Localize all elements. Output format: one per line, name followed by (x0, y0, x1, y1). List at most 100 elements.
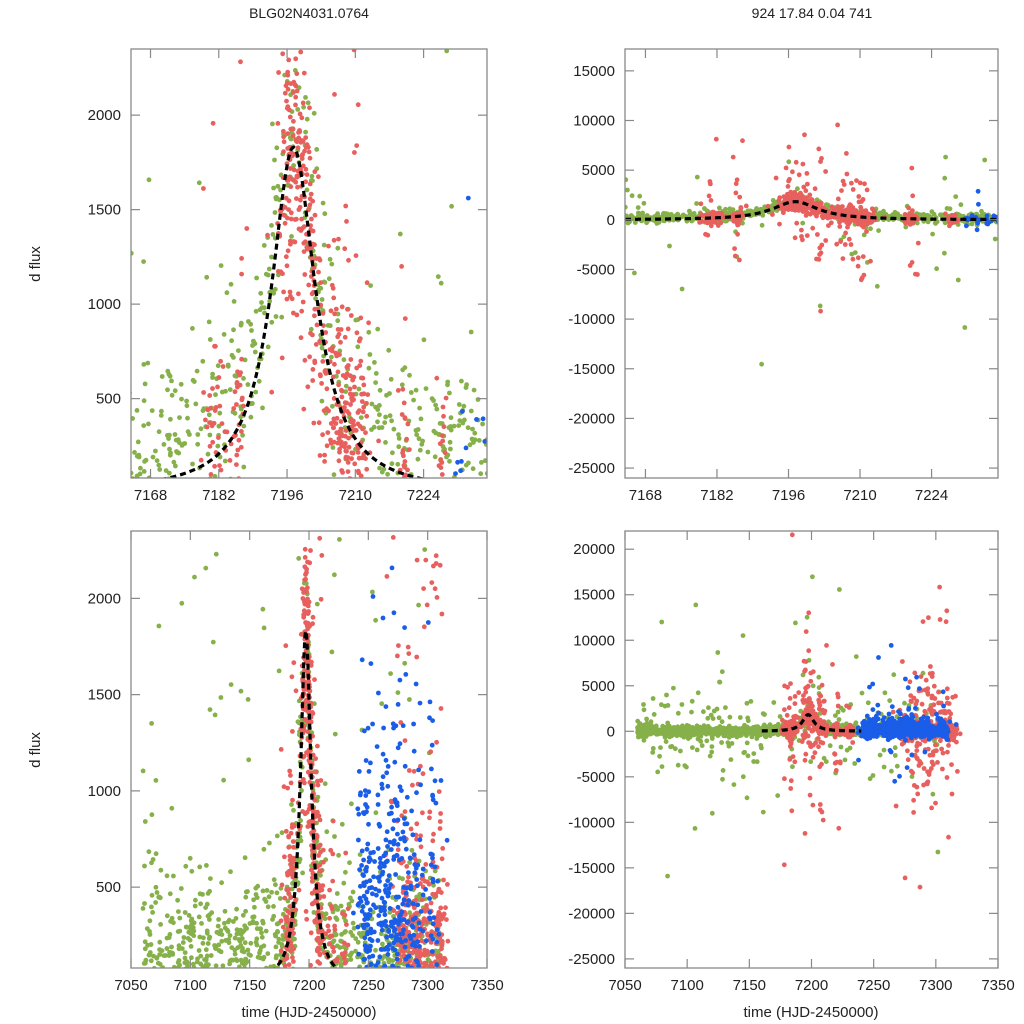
data-point-green (475, 397, 481, 402)
data-point-red (308, 191, 314, 197)
data-point-red (420, 897, 425, 902)
data-point-blue (377, 856, 383, 861)
data-point-blue (430, 797, 436, 803)
data-point-green (434, 406, 440, 412)
data-point-red (307, 105, 312, 111)
panel-bottom-left: 7050 7100 7150 7200 7250 7300 7350500100015002… (88, 530, 504, 994)
data-point-green (707, 753, 713, 759)
data-point-green (305, 100, 311, 106)
data-point-red (358, 315, 364, 321)
data-point-blue (403, 938, 408, 943)
data-point-green (335, 311, 341, 317)
data-point-green (234, 906, 240, 912)
data-point-blue (385, 878, 391, 884)
data-point-green (161, 953, 167, 958)
data-point-green (341, 357, 347, 363)
data-point-red (298, 197, 303, 203)
data-point-red (284, 887, 290, 892)
data-point-red (288, 166, 293, 171)
data-point-green (389, 461, 395, 467)
data-point-red (868, 219, 874, 225)
data-point-green (149, 860, 154, 866)
data-point-green (265, 344, 271, 350)
data-point-green (314, 147, 320, 152)
data-point-red (310, 378, 316, 383)
data-point-red (436, 886, 442, 892)
data-point-green (335, 943, 340, 949)
data-point-red (313, 342, 319, 347)
data-point-red (816, 146, 822, 152)
data-point-blue (397, 784, 403, 790)
data-point-blue (366, 821, 371, 827)
data-point-green (709, 810, 715, 816)
data-point-red (308, 548, 313, 553)
data-point-green (471, 387, 477, 393)
data-point-red (299, 308, 305, 314)
data-point-red (338, 327, 344, 332)
data-point-green (251, 897, 256, 903)
data-point-red (307, 688, 313, 694)
data-point-red (235, 447, 241, 453)
data-point-red (351, 422, 357, 428)
data-point-red (439, 433, 445, 438)
y-tick-label: 2000 (88, 107, 121, 124)
data-point-green (861, 232, 867, 238)
data-point-red (284, 955, 289, 961)
data-point-green (759, 361, 764, 367)
data-point-red (438, 706, 444, 711)
data-point-red (328, 933, 333, 939)
data-point-green (402, 660, 408, 666)
data-point-red (847, 219, 853, 224)
data-point-green (204, 964, 209, 968)
data-point-green (338, 903, 344, 909)
data-point-green (262, 310, 267, 316)
data-point-green (213, 551, 219, 557)
data-point-red (823, 238, 829, 243)
x-tick-label: 7050 (114, 977, 147, 994)
data-point-green (367, 352, 373, 357)
data-point-green (228, 682, 234, 687)
data-point-green (962, 325, 968, 330)
data-point-red (310, 228, 316, 234)
data-point-green (754, 206, 759, 211)
data-point-red (406, 768, 412, 773)
data-point-green (198, 961, 204, 967)
data-point-green (377, 403, 382, 408)
data-point-red (361, 382, 367, 388)
data-point-blue (385, 764, 391, 769)
data-point-green (257, 307, 263, 313)
data-point-red (303, 572, 308, 577)
data-point-green (251, 338, 256, 344)
data-point-red (201, 390, 207, 395)
data-point-blue (380, 869, 386, 875)
data-point-blue (373, 886, 378, 892)
data-point-green (156, 462, 162, 468)
data-point-green (357, 852, 363, 857)
x-tick-label: 7200 (292, 977, 325, 994)
data-point-red (317, 868, 323, 874)
data-point-green (195, 432, 201, 437)
data-point-green (216, 917, 222, 922)
data-point-blue (410, 832, 416, 838)
data-point-red (331, 416, 337, 422)
data-point-red (406, 874, 411, 880)
data-point-red (275, 269, 281, 274)
data-point-blue (392, 947, 398, 953)
data-point-green (349, 801, 354, 807)
data-point-blue (379, 927, 385, 933)
data-point-green (423, 386, 429, 391)
data-point-green (245, 947, 251, 953)
data-point-red (443, 905, 448, 911)
data-point-red (269, 389, 275, 395)
data-point-blue (364, 900, 370, 906)
data-point-blue (377, 954, 383, 960)
data-point-green (416, 436, 422, 442)
data-point-green (731, 782, 737, 787)
data-point-green (142, 901, 147, 906)
data-point-red (296, 887, 302, 893)
data-point-green (254, 275, 259, 281)
data-point-red (733, 181, 739, 187)
data-point-red (414, 654, 420, 660)
data-point-green (164, 913, 170, 919)
